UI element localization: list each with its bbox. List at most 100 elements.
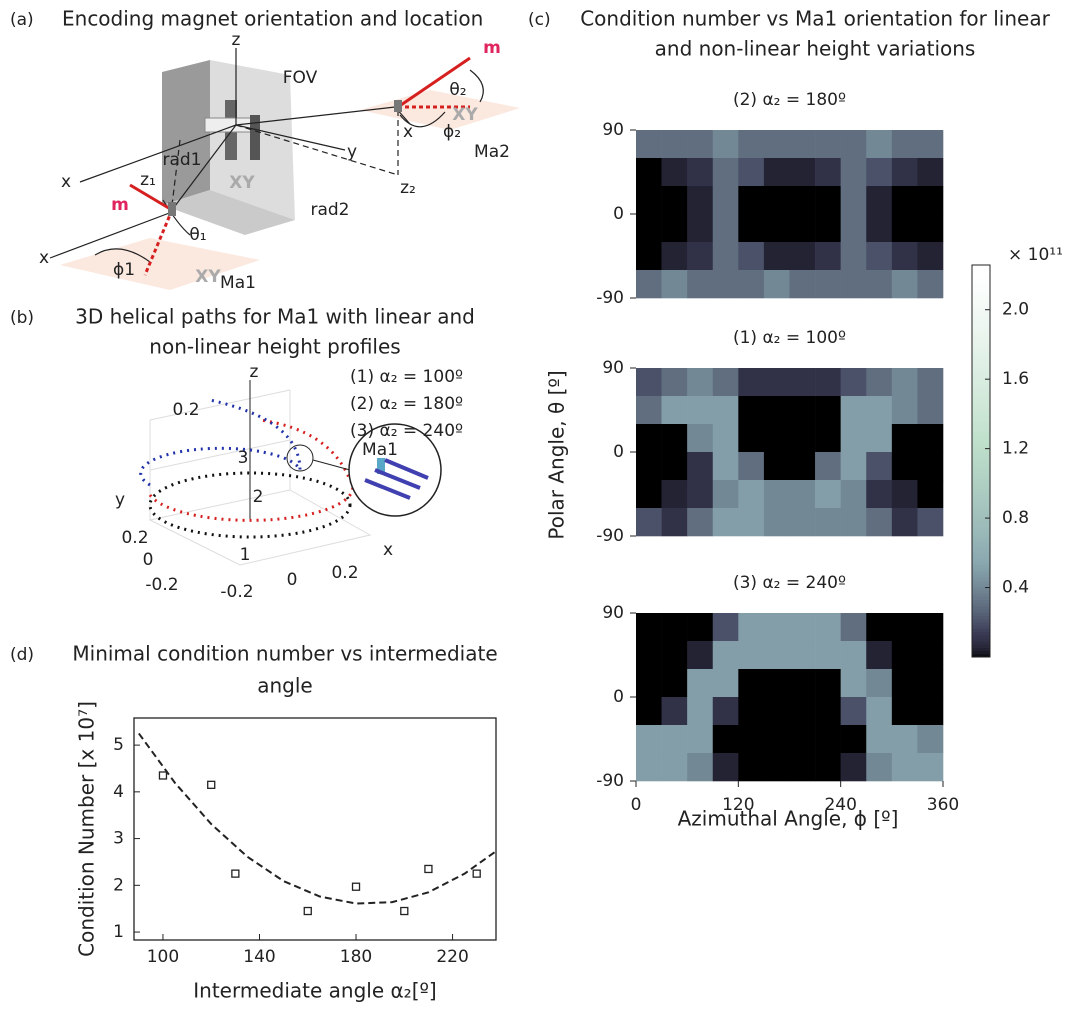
colorbar-step xyxy=(972,297,990,301)
magnet xyxy=(168,202,176,216)
colorbar-step xyxy=(972,351,990,356)
heatmap-cell xyxy=(789,130,816,159)
heatmap-cell xyxy=(815,424,841,453)
colorbar-step xyxy=(972,386,990,391)
panel-label: (d) xyxy=(10,645,34,665)
heatmap-cell xyxy=(840,613,867,642)
heatmap-cell xyxy=(789,669,816,698)
heatmap-cell xyxy=(840,452,867,481)
annotation: XY xyxy=(195,267,221,287)
heatmap-cell xyxy=(738,270,765,299)
panel-title: non-linear height profiles xyxy=(149,335,400,359)
heatmap-cell xyxy=(891,508,918,537)
colorbar-step xyxy=(972,501,990,505)
heatmap-cell xyxy=(738,368,765,397)
colorbar-step xyxy=(972,364,990,368)
annotation: FOV xyxy=(283,68,318,88)
heatmap-cell xyxy=(763,368,790,397)
heatmap-cell xyxy=(712,669,739,698)
heatmap-cell xyxy=(763,214,790,243)
colorbar-step xyxy=(972,574,990,578)
heatmap-cell xyxy=(687,242,714,271)
colorbar-step xyxy=(972,278,990,282)
colorbar-step xyxy=(972,418,990,422)
heatmap-cell xyxy=(661,508,688,537)
colorbar-step xyxy=(972,459,990,464)
colorbar-step xyxy=(972,440,990,445)
heatmap-cell xyxy=(687,130,714,159)
colorbar-step xyxy=(972,599,990,604)
colorbar-step xyxy=(972,577,990,582)
heatmap-cell xyxy=(840,242,867,271)
heatmap-cell xyxy=(738,613,765,642)
panel-title: 3D helical paths for Ma1 with linear and xyxy=(75,305,475,329)
heatmap-cell xyxy=(738,753,765,782)
colorbar-step xyxy=(972,609,990,613)
colorbar-step xyxy=(972,294,990,298)
colorbar-step xyxy=(972,625,990,629)
y-tick-label: -90 xyxy=(596,288,624,308)
colorbar-step xyxy=(972,612,990,617)
heatmap-cell xyxy=(917,396,944,425)
heatmap-cell xyxy=(661,158,688,187)
panel-title: Encoding magnet orientation and location xyxy=(62,7,483,31)
heatmap-cell xyxy=(840,725,867,754)
panel-title: angle xyxy=(257,674,313,698)
colorbar-step xyxy=(972,485,990,489)
colorbar-step xyxy=(972,392,990,397)
heatmap-cell xyxy=(661,697,688,726)
colorbar-step xyxy=(972,462,990,467)
colorbar-tick-label: 0.4 xyxy=(1002,578,1029,598)
colorbar-step xyxy=(972,443,990,448)
y-tick-label: 0 xyxy=(613,442,624,462)
x-tick-label: 180 xyxy=(340,947,372,967)
heatmap-cell xyxy=(763,725,790,754)
heatmap-cell xyxy=(789,158,816,187)
colorbar-step xyxy=(972,606,990,610)
heatmap-cell xyxy=(738,130,765,159)
heatmap-cell xyxy=(891,396,918,425)
colorbar-step xyxy=(972,310,990,314)
heatmap-cell xyxy=(763,424,790,453)
heatmap-cell xyxy=(636,214,662,243)
heatmap-cell xyxy=(636,396,662,425)
helix xyxy=(148,471,352,539)
arrow xyxy=(364,478,411,500)
colorbar-step xyxy=(972,466,990,470)
colorbar-step xyxy=(972,376,990,381)
heatmap-cell xyxy=(636,452,662,481)
colorbar-step xyxy=(972,631,990,636)
heatmap-cell xyxy=(712,452,739,481)
grid-box xyxy=(148,489,372,566)
colorbar-step xyxy=(972,583,990,588)
point xyxy=(472,869,481,878)
x-tick-label: 140 xyxy=(243,947,275,967)
colorbar-label: × 10¹¹ xyxy=(1008,245,1063,265)
heatmap-cell xyxy=(738,452,765,481)
heatmap-cell xyxy=(763,508,790,537)
heatmap-title: (3) α₂ = 240º xyxy=(733,573,846,593)
heatmap-cell xyxy=(636,242,662,271)
heatmap-cell xyxy=(712,130,739,159)
annotation: -0.2 xyxy=(220,582,253,602)
heatmap-cell xyxy=(636,130,662,159)
colorbar-step xyxy=(972,593,990,598)
heatmap-cell xyxy=(866,480,893,509)
heatmap-cell xyxy=(891,214,918,243)
colorbar-step xyxy=(972,446,990,451)
y-tick-label: 3 xyxy=(113,829,124,849)
panel-title: Minimal condition number vs intermediate xyxy=(72,642,497,666)
heatmap-cell xyxy=(763,186,790,215)
heatmap-cell xyxy=(661,130,688,159)
heatmap-cell xyxy=(738,396,765,425)
heatmap-cell xyxy=(815,214,841,243)
colorbar-step xyxy=(972,370,990,375)
heatmap-cell xyxy=(636,669,662,698)
heatmap-cell xyxy=(891,270,918,299)
heatmap-cell xyxy=(687,186,714,215)
legend-entry: (1) α₂ = 100º xyxy=(350,367,463,387)
heatmap-cell xyxy=(687,669,714,698)
point xyxy=(158,771,168,780)
heatmap-cell xyxy=(815,130,841,159)
colorbar-tick-label: 1.2 xyxy=(1002,439,1029,459)
